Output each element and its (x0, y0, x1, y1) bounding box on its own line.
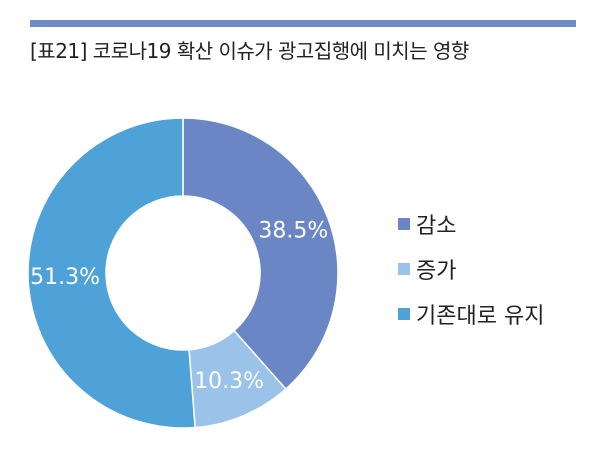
legend-swatch (398, 218, 410, 230)
donut-slice (27, 117, 196, 429)
slice-value-label: 51.3% (30, 265, 100, 290)
legend-label: 증가 (416, 259, 457, 284)
legend-label: 기존대로 유지 (416, 304, 545, 329)
chart-legend: 감소 증가 기존대로 유지 (398, 212, 544, 347)
slice-value-label: 38.5% (258, 219, 328, 244)
title-accent-bar (30, 20, 576, 27)
slice-value-label: 10.3% (194, 369, 264, 394)
legend-item: 감소 (398, 212, 544, 239)
legend-swatch (398, 308, 410, 320)
legend-item: 기존대로 유지 (398, 302, 544, 329)
legend-label: 감소 (416, 214, 457, 239)
legend-item: 증가 (398, 257, 544, 284)
chart-title: [표21] 코로나19 확산 이슈가 광고집행에 미치는 영향 (30, 39, 469, 63)
legend-swatch (398, 263, 410, 275)
donut-slice (182, 117, 339, 391)
